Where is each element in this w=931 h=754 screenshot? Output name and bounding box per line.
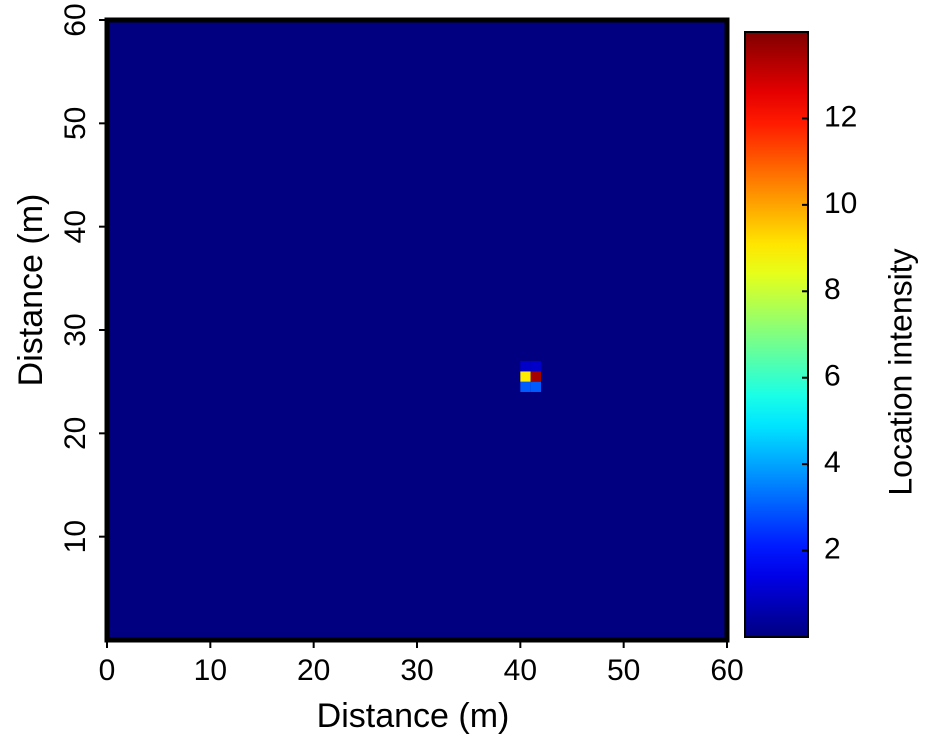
- plot-background: [107, 20, 727, 640]
- y-tick-label: 40: [59, 210, 92, 243]
- colorbar-tick-label: 10: [824, 187, 857, 220]
- x-tick-label: 50: [607, 654, 640, 687]
- heat-cell: [530, 381, 541, 392]
- y-tick-label: 60: [59, 3, 92, 36]
- x-tick-label: 60: [710, 654, 743, 687]
- colorbar-tick-label: 2: [824, 532, 841, 565]
- colorbar-label: Location intensity: [882, 248, 918, 495]
- colorbar-tick-label: 8: [824, 273, 841, 306]
- x-axis-label: Distance (m): [317, 697, 510, 735]
- heat-cell: [530, 371, 541, 382]
- heat-cell: [520, 361, 531, 372]
- y-tick-label: 50: [59, 107, 92, 140]
- x-tick-label: 20: [297, 654, 330, 687]
- y-tick-label: 10: [59, 520, 92, 553]
- heat-cell: [530, 361, 541, 372]
- x-tick-label: 40: [504, 654, 537, 687]
- colorbar: [744, 31, 809, 638]
- colorbar-tick-label: 12: [824, 100, 857, 133]
- colorbar-tick-label: 4: [824, 446, 841, 479]
- y-tick-label: 20: [59, 417, 92, 450]
- x-tick-label: 10: [194, 654, 227, 687]
- x-tick-label: 0: [99, 654, 116, 687]
- y-tick-label: 30: [59, 313, 92, 346]
- heat-cell: [520, 381, 531, 392]
- x-tick-label: 30: [400, 654, 433, 687]
- colorbar-tick-label: 6: [824, 360, 841, 393]
- y-axis-label: Distance (m): [12, 194, 50, 387]
- heat-cell: [520, 371, 531, 382]
